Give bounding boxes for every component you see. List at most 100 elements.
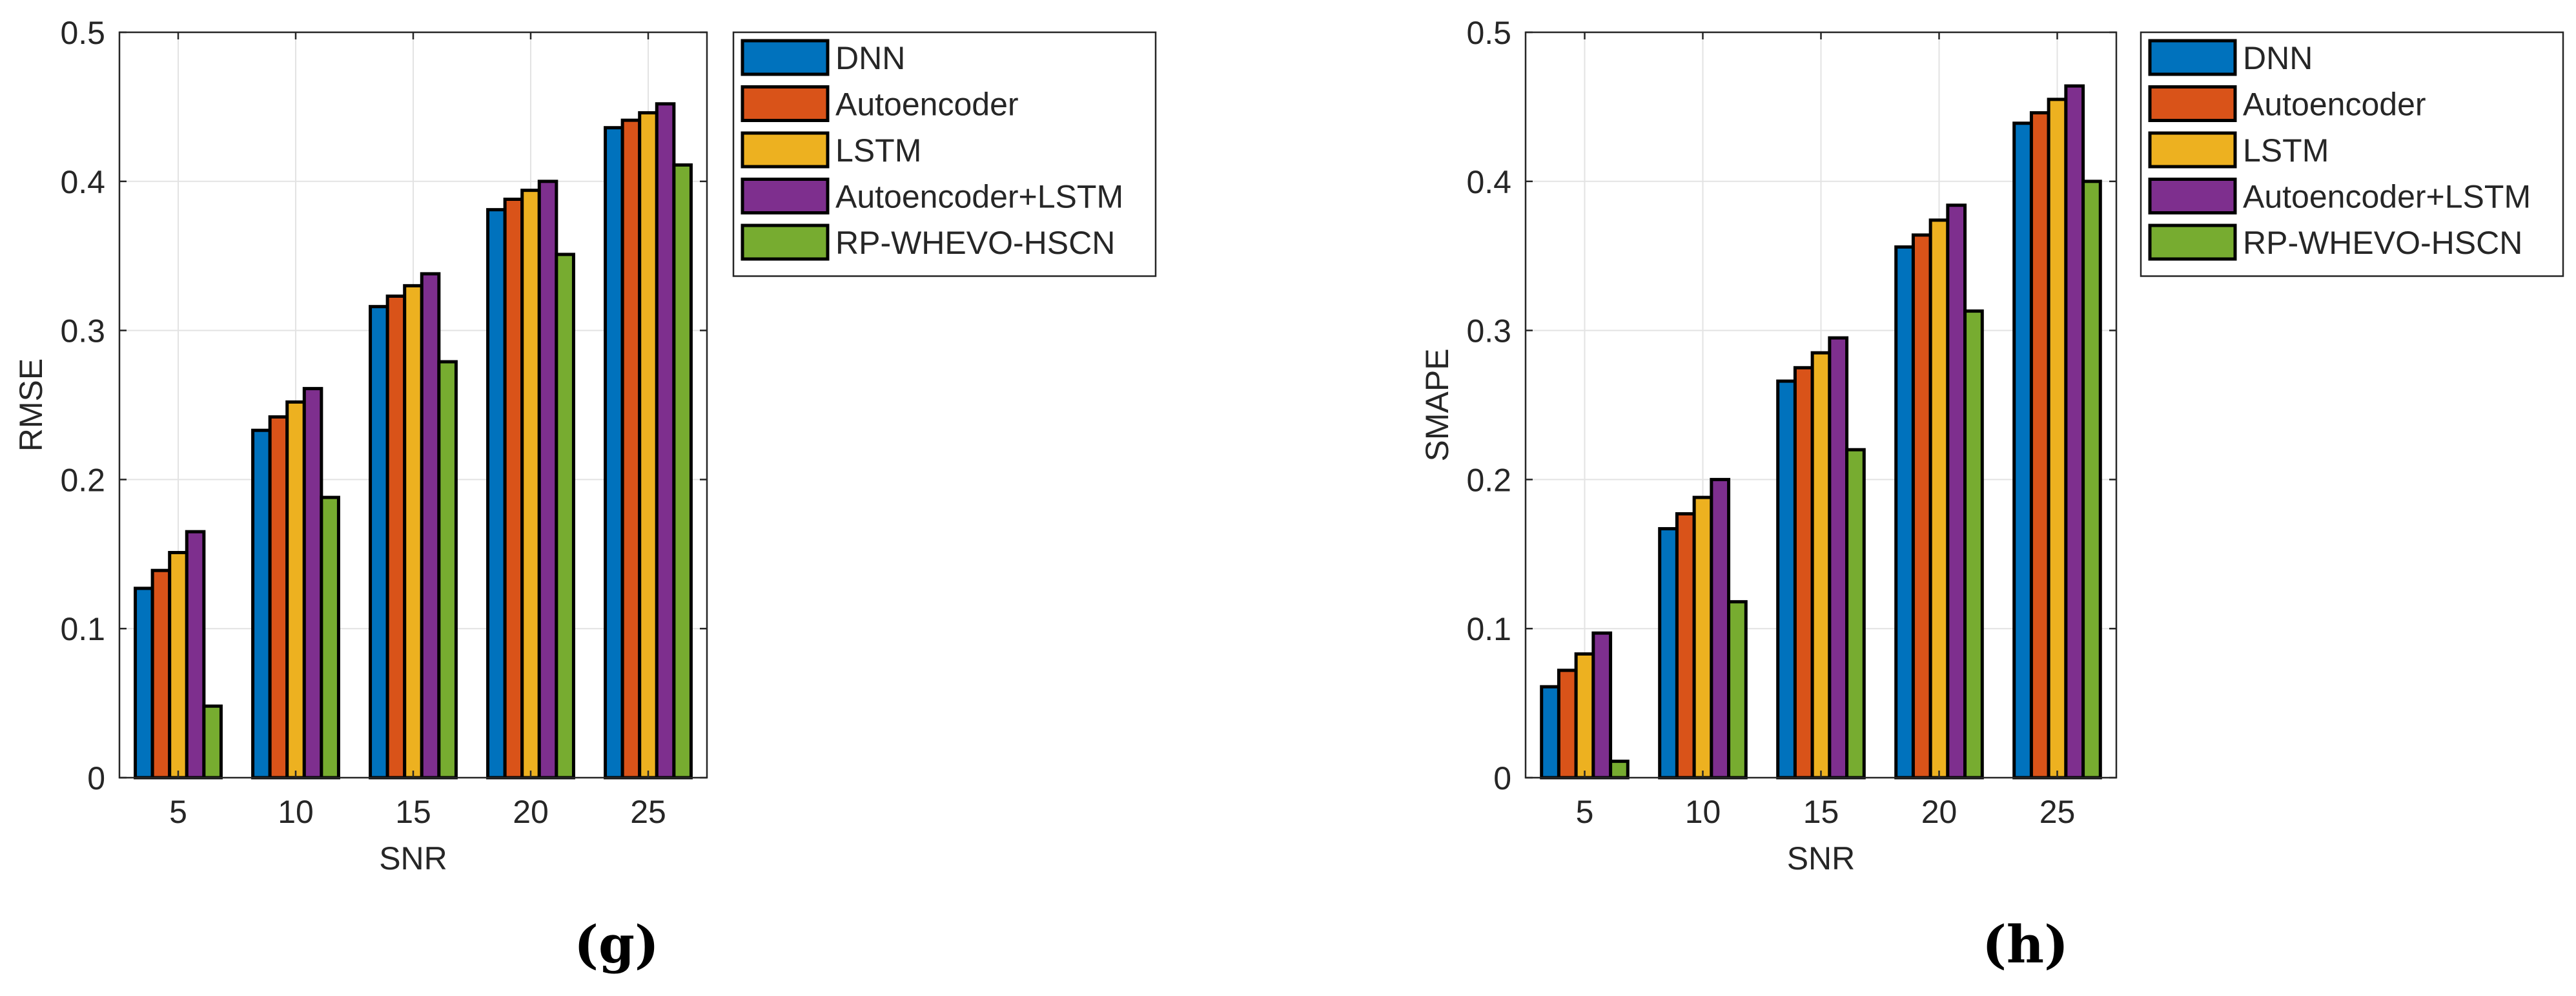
- y-tick-label: 0.3: [1466, 313, 1511, 349]
- legend-swatch-4: [2148, 223, 2237, 261]
- y-tick-label: 0.1: [60, 611, 105, 647]
- bar-lstm-20: [520, 189, 541, 780]
- bar-autoencoder-15: [1793, 366, 1814, 780]
- bar-autoencoder-lstm-20: [537, 180, 558, 780]
- x-tick-label: 25: [2039, 794, 2076, 830]
- legend-swatch-3: [741, 178, 830, 214]
- bar-lstm-20: [1928, 218, 1950, 780]
- y-axis-label: SMAPE: [1419, 348, 1455, 461]
- legend-label-2: LSTM: [835, 132, 921, 169]
- bar-autoencoder-25: [2029, 111, 2050, 780]
- legend-swatch-0: [741, 39, 830, 76]
- x-tick-label: 25: [630, 794, 666, 830]
- legend-swatch-2: [2148, 131, 2237, 169]
- bar-dnn-10: [1658, 527, 1679, 780]
- bar-rp-whevo-hscn-10: [1727, 600, 1748, 780]
- legend-swatch-2: [741, 131, 830, 169]
- bar-autoencoder-10: [1675, 512, 1696, 780]
- bar-lstm-15: [403, 284, 424, 780]
- bar-autoencoder-lstm-5: [1591, 631, 1613, 780]
- bar-lstm-25: [2047, 98, 2068, 780]
- bar-autoencoder-10: [268, 415, 289, 780]
- bar-rp-whevo-hscn-10: [320, 495, 340, 780]
- x-ticks: 5 10 15 20 25: [169, 32, 666, 830]
- bar-autoencoder-20: [503, 197, 524, 780]
- legend-swatch-1: [741, 85, 830, 122]
- legend-swatch-3: [2148, 178, 2237, 214]
- x-tick-label: 15: [1803, 794, 1839, 830]
- bar-lstm-10: [285, 400, 306, 780]
- bar-dnn-20: [1894, 245, 1915, 780]
- bar-rp-whevo-hscn-25: [2081, 180, 2102, 780]
- bar-autoencoder-lstm-5: [185, 530, 206, 780]
- chart-1: 0 0.1 0.2 0.3 0.4 0.5 5 10 15 20 25 SNR SMAPE DNN Auto…: [1419, 15, 2564, 975]
- bar-autoencoder-20: [1911, 233, 1932, 780]
- bar-rp-whevo-hscn-5: [202, 704, 223, 780]
- bar-dnn-15: [369, 305, 389, 780]
- bar-dnn-25: [2012, 121, 2033, 780]
- y-ticks: 0 0.1 0.2 0.3 0.4 0.5: [1466, 15, 2116, 796]
- bar-lstm-25: [638, 111, 659, 780]
- bar-rp-whevo-hscn-15: [1845, 448, 1866, 780]
- panel-label: (g): [574, 914, 659, 975]
- x-tick-label: 10: [278, 794, 314, 830]
- bar-rp-whevo-hscn-25: [672, 163, 693, 780]
- legend-label-2: LSTM: [2243, 132, 2329, 169]
- y-tick-label: 0.2: [1466, 462, 1511, 498]
- legend-swatch-1: [2148, 85, 2237, 122]
- bar-dnn-5: [1540, 685, 1560, 780]
- y-tick-label: 0.2: [60, 462, 105, 498]
- legend: DNN Autoencoder LSTM Autoencoder+LSTM RP-WHE…: [732, 31, 1157, 277]
- bar-autoencoder-lstm-10: [1710, 477, 1731, 780]
- bar-rp-whevo-hscn-20: [1963, 309, 1984, 780]
- bar-autoencoder-lstm-15: [420, 272, 441, 780]
- legend-swatch-4: [741, 223, 830, 261]
- bar-autoencoder-lstm-25: [655, 102, 676, 780]
- x-tick-label: 15: [395, 794, 431, 830]
- legend-label-0: DNN: [2243, 40, 2313, 76]
- legend: DNN Autoencoder LSTM Autoencoder+LSTM RP-WHE…: [2140, 31, 2564, 277]
- bar-dnn-5: [134, 586, 154, 780]
- bar-rp-whevo-hscn-20: [555, 253, 575, 780]
- legend-label-1: Autoencoder: [2243, 87, 2426, 123]
- bar-lstm-10: [1692, 495, 1713, 780]
- x-axis-label: SNR: [1787, 840, 1855, 877]
- x-ticks: 5 10 15 20 25: [1576, 32, 2076, 830]
- y-ticks: 0 0.1 0.2 0.3 0.4 0.5: [60, 15, 707, 796]
- bar-dnn-15: [1776, 379, 1797, 780]
- bar-dnn-10: [251, 428, 272, 780]
- bar-autoencoder-15: [385, 295, 407, 780]
- x-tick-label: 20: [1921, 794, 1958, 830]
- x-axis-label: SNR: [379, 840, 447, 877]
- y-tick-label: 0.4: [1466, 164, 1511, 200]
- bar-lstm-5: [1574, 652, 1595, 780]
- bar-rp-whevo-hscn-15: [437, 360, 458, 780]
- bar-autoencoder-5: [1557, 669, 1578, 780]
- bar-autoencoder-lstm-20: [1946, 203, 1967, 780]
- bar-autoencoder-lstm-25: [2064, 84, 2085, 780]
- y-tick-label: 0.5: [60, 15, 105, 51]
- legend-label-1: Autoencoder: [835, 87, 1019, 123]
- bar-autoencoder-25: [620, 118, 642, 780]
- y-tick-label: 0.4: [60, 164, 105, 200]
- chart-0: 0 0.1 0.2 0.3 0.4 0.5 5 10 15 20 25 SNR RMSE DNN Autoe…: [13, 15, 1157, 975]
- bar-autoencoder-lstm-15: [1828, 336, 1849, 780]
- bar-rp-whevo-hscn-5: [1609, 760, 1630, 780]
- y-tick-label: 0.3: [60, 313, 105, 349]
- panel-label: (h): [1982, 914, 2069, 975]
- y-axis-label: RMSE: [13, 358, 49, 451]
- legend-label-3: Autoencoder+LSTM: [835, 179, 1123, 215]
- legend-label-0: DNN: [835, 40, 905, 76]
- bar-autoencoder-5: [150, 568, 172, 780]
- x-tick-label: 10: [1685, 794, 1721, 830]
- bar-lstm-5: [168, 550, 189, 780]
- bar-lstm-15: [1810, 351, 1832, 780]
- legend-swatch-0: [2148, 39, 2237, 76]
- y-tick-label: 0: [1493, 760, 1511, 796]
- legend-label-4: RP-WHEVO-HSCN: [2243, 225, 2522, 261]
- legend-label-3: Autoencoder+LSTM: [2243, 179, 2531, 215]
- bar-autoencoder-lstm-10: [302, 387, 323, 780]
- x-tick-label: 20: [513, 794, 549, 830]
- y-tick-label: 0.5: [1466, 15, 1511, 51]
